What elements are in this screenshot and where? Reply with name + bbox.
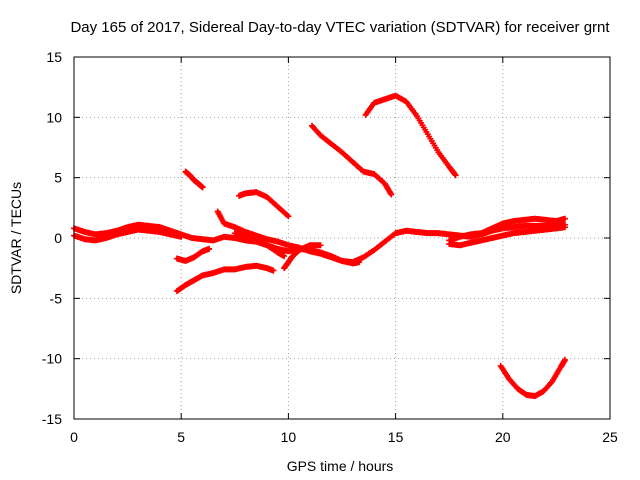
track-neg-1 [173,245,213,264]
x-axis-label: GPS time / hours [287,458,394,474]
y-tick-label: -15 [42,411,62,427]
x-tick-label: 15 [388,429,404,445]
track-dip [281,242,324,272]
grid-layer [74,57,610,419]
data-point [199,184,206,191]
data-point [206,245,213,252]
y-tick-label: 10 [46,109,62,125]
track-diag-short [182,168,206,191]
track-bottom-arc [497,356,568,400]
data-point [452,172,459,179]
data-point [561,356,568,363]
track-arc-11 [308,122,395,198]
data-point [451,171,458,178]
track-baseline-lower [71,226,185,244]
x-tick-label: 20 [495,429,511,445]
data-point [388,191,395,198]
y-tick-label: 15 [46,49,62,65]
x-tick-label: 25 [602,429,618,445]
data-point [178,233,185,240]
track-mid-b [231,230,288,260]
y-axis-label: SDTVAR / TECUs [8,182,24,294]
track-mid-a [214,208,363,267]
track-neg-2 [173,262,277,295]
y-tick-label: 0 [54,230,62,246]
x-tick-label: 10 [281,429,297,445]
plot-frame [73,56,611,420]
y-tick-label: 5 [54,170,62,186]
track-arc-8 [236,189,292,220]
tick-label-layer: 0 5 10 15 20 25 -15 -10 -5 0 5 10 15 [42,49,618,445]
x-tick-label: 0 [70,429,78,445]
data-point [356,259,363,266]
data-layer [71,92,568,400]
data-point [281,253,288,260]
data-point [285,213,292,220]
data-point [561,224,568,231]
track-upper-right [446,215,568,244]
chart-title: Day 165 of 2017, Sidereal Day-to-day VTE… [70,19,610,36]
data-point [270,267,277,274]
y-tick-label: -10 [42,351,62,367]
data-point [561,215,568,222]
track-arc-15 [362,92,459,179]
track-lower-right [446,224,568,249]
x-tick-label: 5 [177,429,185,445]
data-point [317,242,324,249]
y-tick-label: -5 [50,290,63,306]
